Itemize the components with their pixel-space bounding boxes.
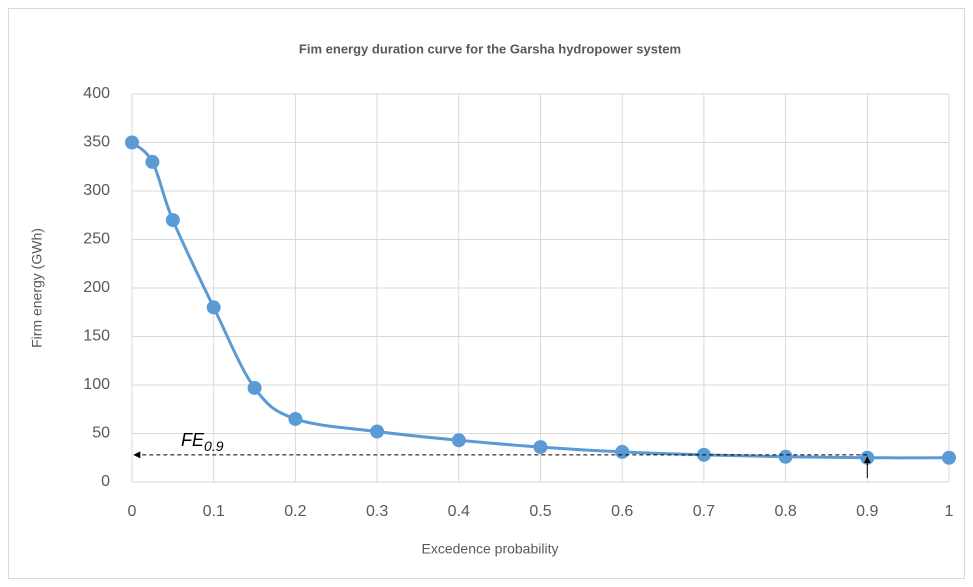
- data-point: [615, 444, 630, 459]
- y-tick-label: 300: [83, 182, 110, 199]
- data-point: [288, 411, 303, 426]
- y-tick-label: 200: [83, 279, 110, 296]
- x-tick-label: 0.4: [448, 503, 470, 520]
- chart-title: Fim energy duration curve for the Garsha…: [299, 41, 681, 56]
- data-point: [206, 300, 221, 315]
- x-tick-label: 0.7: [693, 503, 715, 520]
- data-point: [247, 380, 262, 395]
- y-tick-label: 0: [101, 473, 110, 490]
- y-tick-label: 100: [83, 376, 110, 393]
- annotation-text: FE: [181, 430, 205, 450]
- chart-frame: [8, 8, 965, 579]
- x-tick-label: 0.6: [611, 503, 633, 520]
- annotation-subscript: 0.9: [204, 438, 224, 454]
- x-axis-label: Excedence probability: [422, 541, 559, 557]
- y-axis-label: Firm energy (GWh): [29, 228, 45, 348]
- x-tick-label: 0.1: [203, 503, 225, 520]
- x-tick-label: 0.9: [856, 503, 878, 520]
- data-point: [942, 450, 956, 465]
- y-tick-label: 250: [83, 231, 110, 248]
- y-tick-label: 350: [83, 134, 110, 151]
- y-tick-label: 150: [83, 328, 110, 345]
- data-point: [451, 433, 466, 448]
- data-point: [533, 440, 548, 455]
- annotation-label: FE0.9: [181, 430, 224, 454]
- data-point: [145, 154, 160, 169]
- y-tick-label: 400: [83, 85, 110, 102]
- data-point: [125, 135, 139, 150]
- x-tick-label: 0.3: [366, 503, 388, 520]
- data-point: [165, 213, 180, 228]
- x-tick-label: 0.5: [529, 503, 551, 520]
- data-point: [778, 449, 793, 464]
- x-tick-label: 0: [128, 503, 137, 520]
- x-tick-label: 0.2: [284, 503, 306, 520]
- x-tick-label: 1: [945, 503, 954, 520]
- data-point: [370, 424, 385, 439]
- y-tick-label: 50: [92, 425, 110, 442]
- x-tick-label: 0.8: [774, 503, 796, 520]
